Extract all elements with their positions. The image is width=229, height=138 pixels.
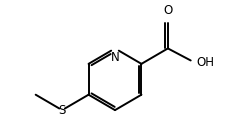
Text: S: S xyxy=(58,104,65,117)
Text: OH: OH xyxy=(196,56,214,69)
Text: O: O xyxy=(163,4,172,17)
Text: N: N xyxy=(110,51,119,64)
